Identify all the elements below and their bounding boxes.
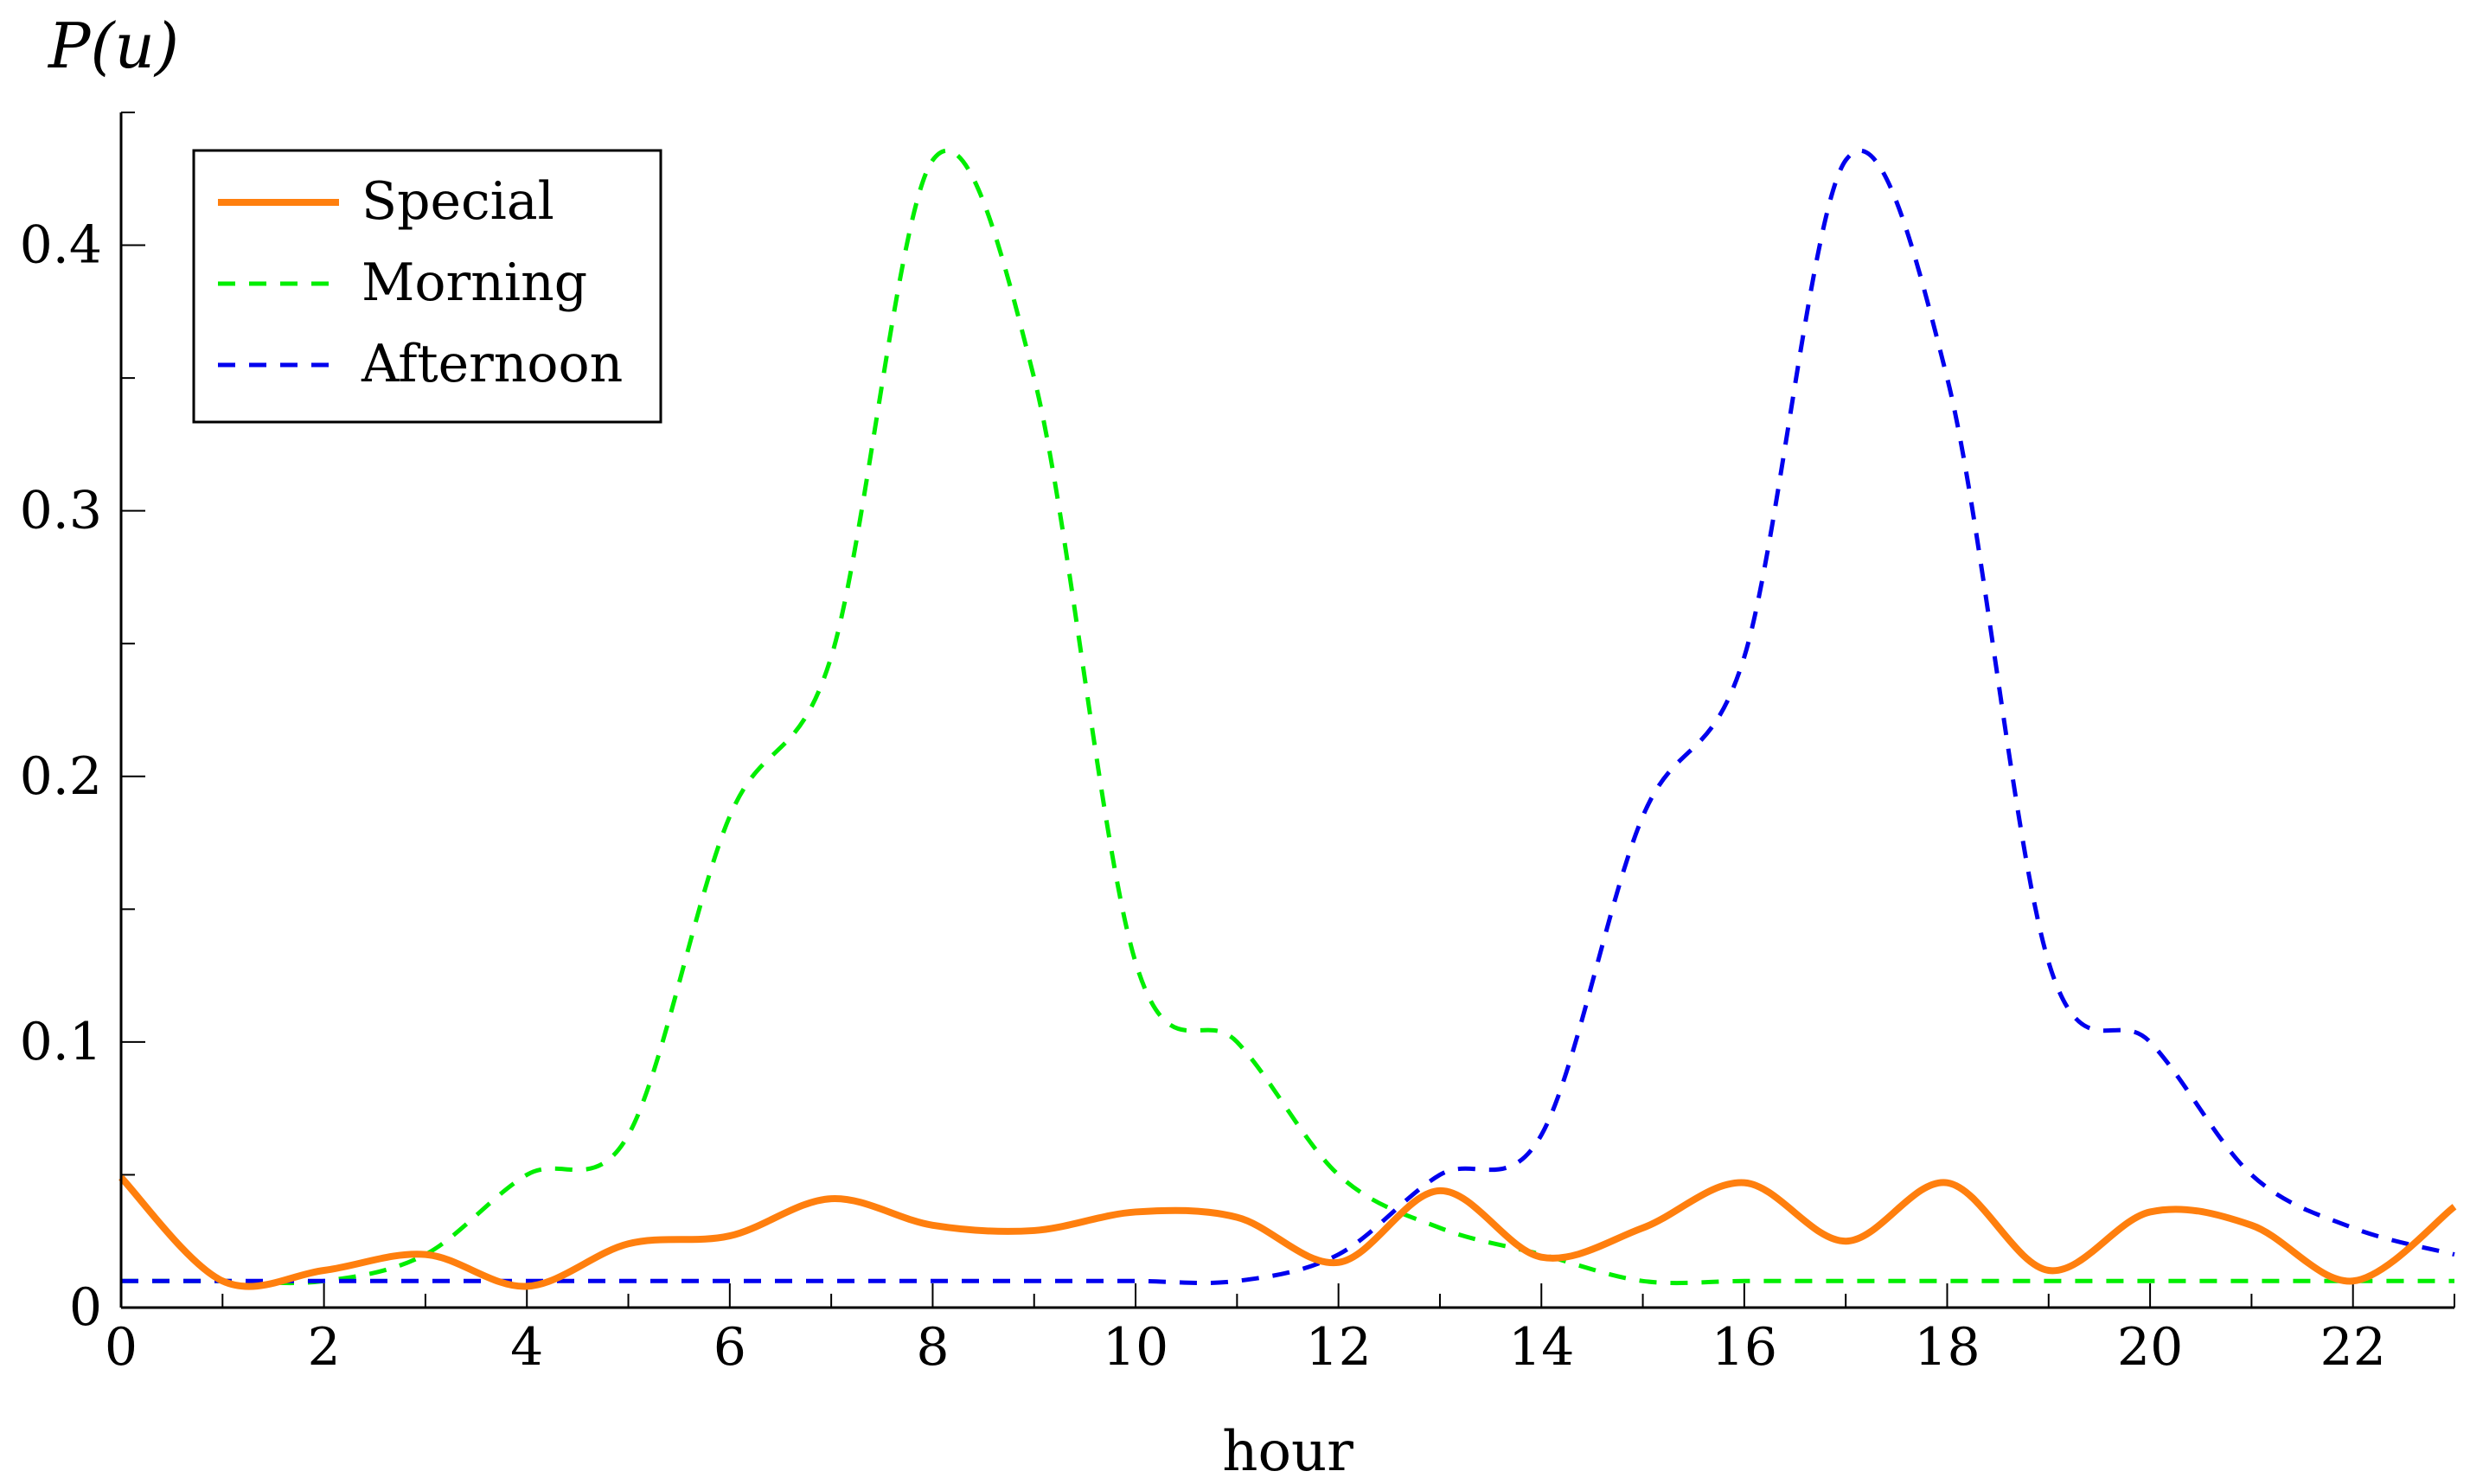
x-tick-label: 0 <box>105 1317 138 1378</box>
y-tick-label: 0.1 <box>20 1012 102 1072</box>
y-tick-label: 0 <box>69 1277 102 1338</box>
x-axis-title: hour <box>1222 1420 1353 1484</box>
legend-label-afternoon: Afternoon <box>361 334 623 394</box>
tick-labels: 0 2 4 6 8 10 12 14 16 18 20 22 0 0.1 0.2 0.3 0.4 <box>20 215 2386 1378</box>
legend-label-morning: Morning <box>362 253 587 313</box>
x-tick-label: 14 <box>1508 1317 1574 1378</box>
axes <box>119 112 2454 1309</box>
series-line-morning <box>120 148 2454 1286</box>
x-tick-label: 12 <box>1305 1317 1371 1378</box>
legend: Special Morning Afternoon <box>192 149 662 424</box>
series-line-special <box>118 1174 2457 1290</box>
x-tick-label: 18 <box>1914 1317 1980 1378</box>
y-tick-label: 0.2 <box>20 746 102 807</box>
x-tick-label: 8 <box>916 1317 949 1378</box>
y-axis-title: P(u) <box>47 10 179 82</box>
series-line-afternoon <box>120 148 2455 1286</box>
x-tick-label: 10 <box>1103 1317 1168 1378</box>
series-layer <box>118 148 2457 1290</box>
x-tick-label: 20 <box>2117 1317 2183 1378</box>
legend-label-special: Special <box>362 171 554 232</box>
x-tick-label: 6 <box>713 1317 746 1378</box>
x-tick-label: 16 <box>1712 1317 1777 1378</box>
y-tick-label: 0.3 <box>20 481 102 541</box>
y-tick-label: 0.4 <box>20 215 102 276</box>
x-tick-label: 22 <box>2320 1317 2386 1378</box>
legend-box <box>192 149 662 424</box>
x-tick-label: 4 <box>510 1317 543 1378</box>
x-tick-label: 2 <box>308 1317 341 1378</box>
